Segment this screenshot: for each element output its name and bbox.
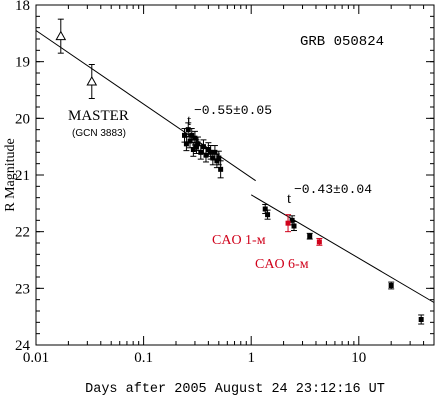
fit1-label-exponent: −0.55±0.05 bbox=[194, 103, 272, 118]
data-points bbox=[55, 18, 425, 325]
data-point bbox=[212, 149, 218, 155]
fit2-label-exponent: −0.43±0.04 bbox=[294, 182, 372, 197]
y-axis-label: R Magnitude bbox=[3, 138, 18, 212]
cao-1m-label: CAO 1-м bbox=[212, 233, 266, 248]
master-reference: (GCN 3883) bbox=[72, 128, 126, 139]
data-point bbox=[190, 147, 196, 152]
data-point bbox=[218, 166, 224, 172]
data-point-triangle bbox=[86, 75, 98, 86]
data-point bbox=[210, 155, 216, 161]
data-point bbox=[189, 132, 195, 138]
data-point bbox=[307, 233, 313, 239]
data-point bbox=[183, 141, 189, 147]
data-point-triangle bbox=[55, 30, 67, 41]
data-point bbox=[198, 149, 204, 155]
data-point bbox=[262, 206, 268, 212]
data-point bbox=[182, 132, 188, 138]
y-tick-label: 18 bbox=[15, 0, 30, 14]
data-point bbox=[388, 283, 394, 288]
cao-6m-label: CAO 6-м bbox=[255, 257, 309, 272]
data-point bbox=[265, 212, 271, 218]
master-label: MASTER bbox=[68, 108, 129, 124]
x-axis-label: Days after 2005 August 24 23:12:16 UT bbox=[85, 382, 385, 397]
y-tick-label: 19 bbox=[15, 55, 30, 71]
y-tick-label: 20 bbox=[15, 111, 30, 127]
data-point bbox=[285, 220, 291, 226]
y-tick-label: 23 bbox=[15, 281, 30, 297]
x-tick-label: 1 bbox=[247, 350, 255, 366]
x-tick-label: 0.01 bbox=[23, 350, 49, 366]
fit1-label-base: t bbox=[187, 113, 192, 129]
data-point bbox=[200, 144, 206, 150]
y-tick-label: 22 bbox=[15, 225, 30, 241]
data-point bbox=[208, 149, 214, 155]
plot-frame bbox=[35, 4, 435, 346]
data-point bbox=[216, 155, 222, 161]
y-tick-label: 24 bbox=[15, 338, 31, 354]
fit2-label-base: t bbox=[287, 191, 292, 207]
x-tick-label: 10 bbox=[351, 350, 366, 366]
data-point bbox=[316, 239, 322, 245]
data-point bbox=[195, 141, 201, 147]
data-point bbox=[418, 317, 424, 322]
data-point bbox=[192, 135, 198, 141]
data-point bbox=[203, 152, 209, 158]
chart-title: GRB 050824 bbox=[300, 34, 384, 50]
fit-lines bbox=[35, 30, 435, 303]
data-point bbox=[291, 223, 297, 229]
data-point bbox=[185, 127, 191, 133]
data-point bbox=[205, 147, 211, 152]
fit-line-2 bbox=[250, 194, 435, 303]
y-tick-label: 21 bbox=[15, 168, 30, 184]
data-point bbox=[187, 138, 193, 144]
data-point bbox=[193, 144, 199, 150]
data-point bbox=[289, 217, 295, 223]
data-point bbox=[214, 158, 220, 164]
x-tick-label: 0.1 bbox=[134, 350, 153, 366]
